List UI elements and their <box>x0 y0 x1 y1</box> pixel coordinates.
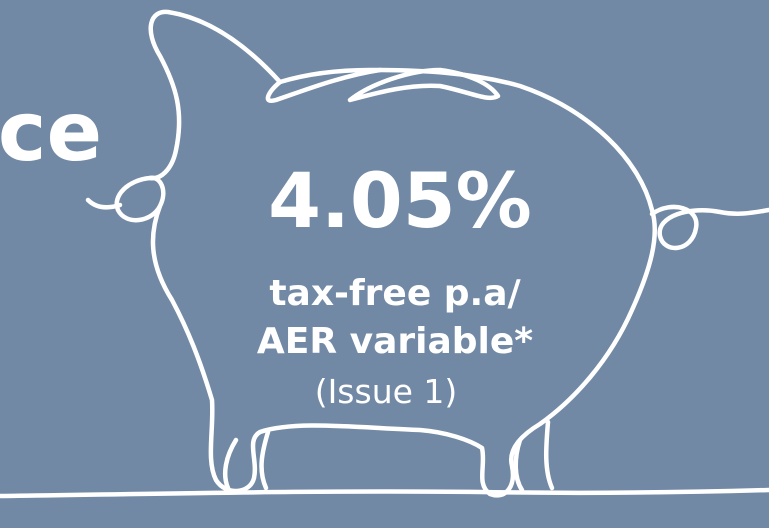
headline-fragment: ce <box>0 85 102 180</box>
page: {"headline_fragment": "ce", "rate": "4.0… <box>0 0 769 528</box>
rate-description-line: tax-free p.a/ <box>269 273 521 314</box>
banner: ce 4.05% tax-free p.a/ AER variable* (Is… <box>0 0 769 528</box>
issue-label: (Issue 1) <box>315 372 458 411</box>
rate-description-line: AER variable* <box>257 321 533 362</box>
rate: 4.05% <box>268 156 532 245</box>
